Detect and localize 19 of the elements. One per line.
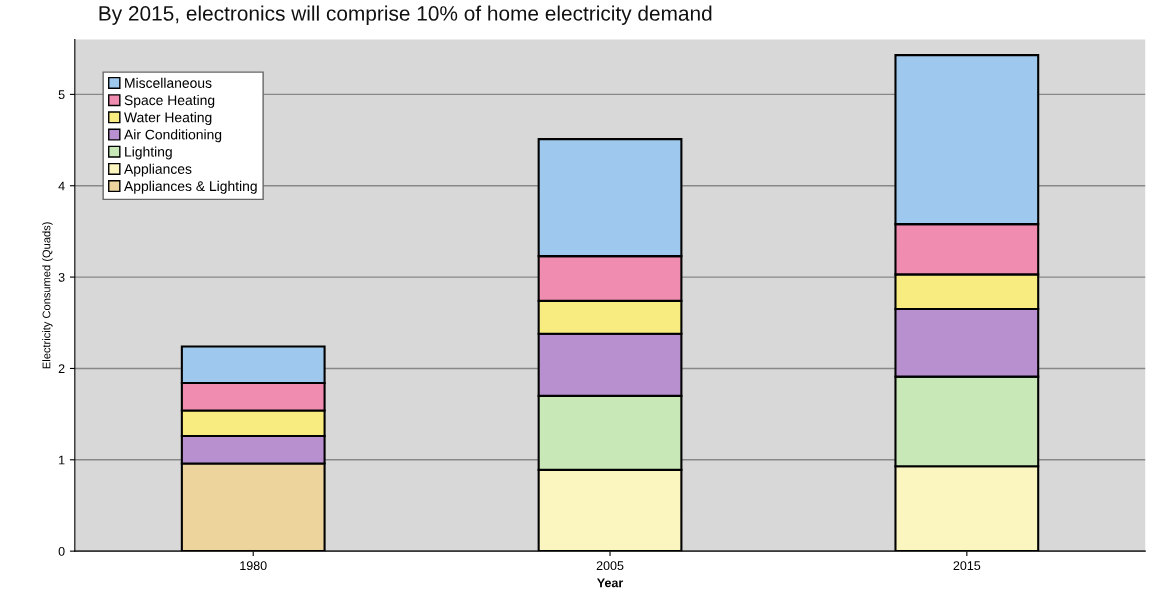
y-axis-title: Electricity Consumed (Quads) — [42, 222, 53, 369]
y-tick-label: 3 — [58, 272, 65, 282]
y-tick-label: 1 — [59, 455, 65, 465]
x-tick-label: 2015 — [953, 561, 981, 571]
legend-label: Appliances — [124, 163, 192, 177]
legend-label: Water Heating — [124, 112, 212, 126]
x-axis-title: Year — [597, 578, 624, 588]
y-tick-label: 4 — [58, 181, 65, 191]
legend-label: Lighting — [125, 146, 172, 160]
chart-title: By 2015, electronics will comprise 10% of home electricity demand — [99, 5, 712, 25]
x-tick-label: 2005 — [596, 561, 624, 571]
y-tick-label: 5 — [58, 90, 65, 100]
legend-label: Miscellaneous — [125, 77, 212, 88]
x-tick-label: 1980 — [240, 561, 267, 571]
y-tick-label: 0 — [58, 546, 65, 556]
y-tick-label: 2 — [58, 364, 65, 373]
legend-label: Space Heating — [124, 94, 215, 108]
legend-label: Air Conditioning — [124, 129, 222, 143]
legend-label: Appliances & Lighting — [124, 180, 257, 194]
